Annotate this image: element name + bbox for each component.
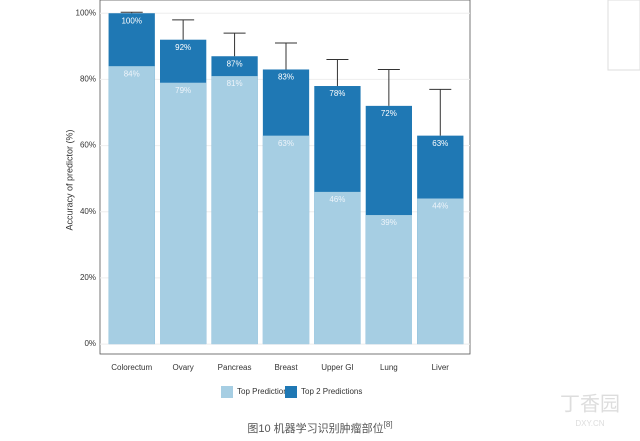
y-tick-label: 60% (80, 141, 96, 150)
x-tick-label: Colorectum (111, 363, 152, 372)
y-tick-label: 40% (80, 207, 96, 216)
x-tick-label: Lung (380, 363, 398, 372)
value-label: 83% (278, 73, 294, 82)
caption: 图10 机器学习识别肿瘤部位[8] (247, 420, 392, 435)
x-tick-label: Liver (432, 363, 450, 372)
legend-swatch (285, 386, 297, 398)
value-label: 63% (278, 139, 294, 148)
value-label: 72% (381, 109, 397, 118)
x-tick-label: Breast (274, 363, 298, 372)
y-tick-label: 100% (76, 8, 96, 17)
bar (417, 198, 464, 345)
value-label: 44% (432, 202, 448, 211)
bar (262, 135, 310, 345)
legend-label: Top 2 Predictions (301, 387, 362, 396)
value-label: 46% (329, 195, 345, 204)
bar (365, 215, 412, 345)
value-label: 87% (227, 59, 243, 68)
y-tick-label: 20% (80, 273, 96, 282)
bar (108, 66, 155, 345)
y-tick-label: 0% (84, 339, 96, 348)
legend-label: Top Prediction (237, 387, 288, 396)
value-label: 100% (121, 16, 141, 25)
legend-swatch (221, 386, 233, 398)
watermark-url: DXY.CN (575, 419, 604, 428)
bar (211, 76, 258, 345)
value-label: 92% (175, 43, 191, 52)
watermark: 丁香园 (560, 392, 620, 415)
y-tick-label: 80% (80, 75, 96, 84)
value-label: 63% (432, 139, 448, 148)
y-axis-label: Accuracy of predictor (%) (64, 129, 74, 230)
value-label: 39% (381, 218, 397, 227)
x-tick-label: Ovary (172, 363, 193, 372)
side-box (607, 0, 640, 71)
value-label: 81% (227, 79, 243, 88)
value-label: 84% (124, 69, 140, 78)
value-label: 79% (175, 86, 191, 95)
x-tick-label: Upper GI (321, 363, 353, 372)
x-tick-label: Pancreas (218, 363, 252, 372)
bar (314, 191, 361, 345)
bar (160, 82, 207, 345)
value-label: 78% (329, 89, 345, 98)
